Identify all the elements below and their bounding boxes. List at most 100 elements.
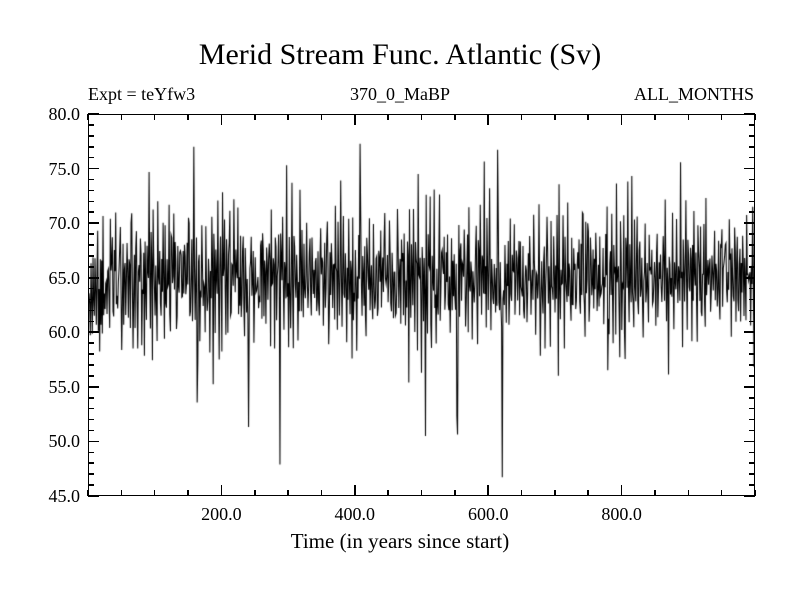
y-tick-label: 45.0	[48, 486, 81, 506]
y-tick-right-minor	[749, 462, 755, 465]
x-tick-major	[220, 485, 223, 496]
y-tick-minor	[88, 342, 94, 344]
y-tick-right-minor	[749, 189, 755, 192]
x-tick-major	[487, 485, 489, 496]
y-tick-right-minor	[749, 353, 755, 355]
y-tick-minor	[88, 407, 94, 410]
y-tick-major	[88, 113, 99, 115]
y-tick-right-minor	[749, 244, 755, 246]
x-tick-minor	[687, 490, 690, 496]
x-tick-minor	[253, 490, 256, 496]
x-tick-top-minor	[387, 114, 389, 120]
y-tick-minor	[88, 375, 94, 377]
x-axis-title: Time (in years since start)	[290, 529, 510, 553]
y-tick-right-minor	[749, 287, 755, 290]
months-label: ALL_MONTHS	[634, 84, 754, 104]
x-tick-minor	[654, 490, 656, 496]
x-tick-minor	[153, 490, 156, 496]
x-tick-minor	[87, 490, 89, 496]
x-tick-minor	[520, 490, 523, 496]
y-tick-right-minor	[749, 233, 755, 235]
y-tick-right-minor	[749, 266, 755, 268]
y-tick-right-minor	[749, 309, 755, 312]
y-tick-minor	[88, 211, 94, 214]
x-tick-label: 800.0	[601, 504, 642, 524]
plot-area	[88, 114, 755, 496]
y-tick-right-minor	[749, 451, 755, 454]
y-tick-right-minor	[749, 124, 755, 126]
x-tick-minor	[554, 490, 556, 496]
y-tick-right-major	[744, 113, 755, 115]
y-tick-right-minor	[749, 429, 755, 432]
y-tick-label: 60.0	[48, 322, 81, 343]
y-tick-right-minor	[749, 145, 755, 148]
chart-title: Merid Stream Func. Atlantic (Sv)	[198, 38, 602, 71]
x-tick-top-minor	[287, 114, 289, 120]
period-label: 370_0_MaBP	[349, 84, 450, 104]
y-tick-minor	[88, 320, 94, 323]
y-tick-right-minor	[749, 178, 755, 181]
y-tick-minor	[88, 255, 94, 257]
y-tick-right-minor	[749, 473, 755, 475]
x-tick-minor	[120, 490, 123, 496]
y-tick-right-major	[744, 167, 755, 170]
x-tick-top-major	[487, 114, 489, 125]
x-tick-minor	[454, 490, 456, 496]
y-tick-minor	[88, 124, 94, 126]
y-tick-minor	[88, 396, 94, 399]
y-tick-right-major	[744, 440, 755, 443]
x-tick-top-minor	[720, 114, 723, 120]
y-tick-right-major	[744, 495, 755, 497]
y-tick-label: 65.0	[48, 267, 81, 288]
y-tick-minor	[88, 364, 94, 366]
x-tick-top-minor	[754, 114, 756, 120]
y-tick-right-minor	[749, 320, 755, 323]
x-tick-top-minor	[120, 114, 123, 120]
y-tick-minor	[88, 353, 94, 355]
y-tick-minor	[88, 178, 94, 181]
y-tick-minor	[88, 484, 94, 486]
y-tick-minor	[88, 200, 94, 203]
x-tick-top-minor	[87, 114, 89, 120]
y-tick-right-minor	[749, 418, 755, 421]
x-tick-top-minor	[187, 114, 189, 120]
timeseries-line	[89, 115, 754, 495]
y-tick-minor	[88, 266, 94, 268]
x-tick-major	[354, 485, 356, 496]
x-tick-top-minor	[687, 114, 690, 120]
y-tick-right-minor	[749, 396, 755, 399]
y-tick-right-minor	[749, 255, 755, 257]
y-tick-label: 50.0	[48, 431, 81, 452]
y-tick-right-minor	[749, 364, 755, 366]
y-tick-right-minor	[749, 342, 755, 344]
x-tick-minor	[587, 490, 590, 496]
y-tick-right-minor	[749, 135, 755, 137]
experiment-label: Expt = teYfw3	[88, 84, 196, 104]
y-tick-minor	[88, 287, 94, 290]
y-tick-right-major	[744, 386, 755, 388]
x-tick-minor	[187, 490, 189, 496]
y-tick-right-major	[744, 276, 755, 279]
y-tick-major	[88, 331, 99, 334]
x-tick-label: 400.0	[334, 504, 376, 524]
x-tick-minor	[420, 490, 423, 496]
y-tick-minor	[88, 233, 94, 235]
x-tick-top-major	[220, 114, 223, 125]
x-tick-minor	[320, 490, 323, 496]
x-tick-label: 600.0	[467, 504, 509, 524]
x-tick-top-minor	[153, 114, 156, 120]
y-tick-label: 55.0	[48, 376, 81, 397]
y-tick-right-minor	[749, 156, 755, 159]
y-tick-right-minor	[749, 484, 755, 486]
x-tick-major	[620, 485, 623, 496]
y-tick-label: 80.0	[48, 104, 81, 124]
x-tick-top-minor	[554, 114, 556, 120]
y-tick-right-major	[744, 331, 755, 334]
x-tick-top-minor	[320, 114, 323, 120]
y-tick-right-minor	[749, 211, 755, 214]
x-tick-top-major	[354, 114, 356, 125]
y-tick-minor	[88, 298, 94, 301]
y-tick-label: 75.0	[48, 158, 81, 179]
x-tick-minor	[287, 490, 289, 496]
